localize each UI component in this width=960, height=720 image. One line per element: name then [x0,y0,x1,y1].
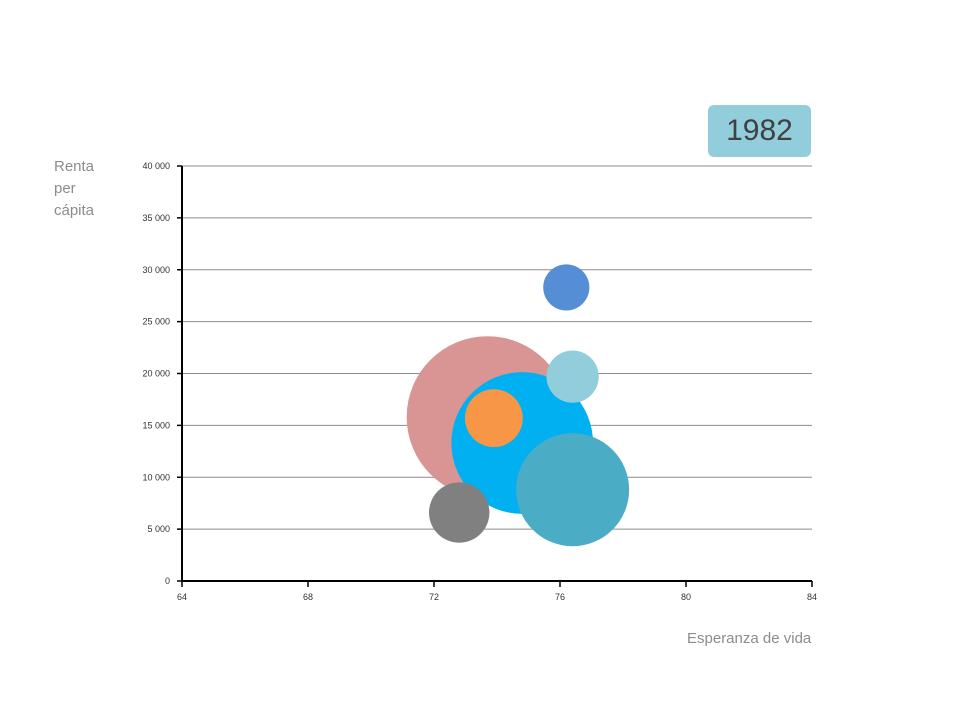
bubble-6 [546,350,599,403]
bubbles [406,264,630,547]
y-tick-label-7: 35 000 [142,213,170,223]
y-axis-ticks: 0 5 000 10 000 15 000 20 000 25 000 30 000 35 0… [142,161,182,586]
y-tick-label-1: 5 000 [147,524,170,534]
y-tick-label-5: 25 000 [142,317,170,327]
year-badge: 1982 [708,105,811,157]
y-tick-label-8: 40 000 [142,161,170,171]
bubble-9 [428,482,490,543]
x-tick-label-1: 68 [303,592,313,602]
x-tick-label-2: 72 [429,592,439,602]
y-axis-label-line-3: cápita [54,202,95,219]
x-axis-label: Esperanza de vida [687,630,812,647]
x-tick-label-4: 80 [681,592,691,602]
x-axis-ticks: 64 68 72 76 80 84 [177,581,817,602]
y-tick-label-2: 10 000 [142,472,170,482]
bubble-5 [516,433,630,547]
y-tick-label-4: 20 000 [142,369,170,379]
x-tick-label-3: 76 [555,592,565,602]
x-tick-label-0: 64 [177,592,187,602]
bubble-8 [464,389,523,448]
y-tick-label-0: 0 [165,576,170,586]
bubble-7 [543,264,590,311]
y-axis-label-line-1: Renta [54,158,95,175]
y-axis-label-line-2: per [54,180,76,197]
x-tick-label-5: 84 [807,592,817,602]
y-tick-label-6: 30 000 [142,265,170,275]
y-tick-label-3: 15 000 [142,420,170,430]
